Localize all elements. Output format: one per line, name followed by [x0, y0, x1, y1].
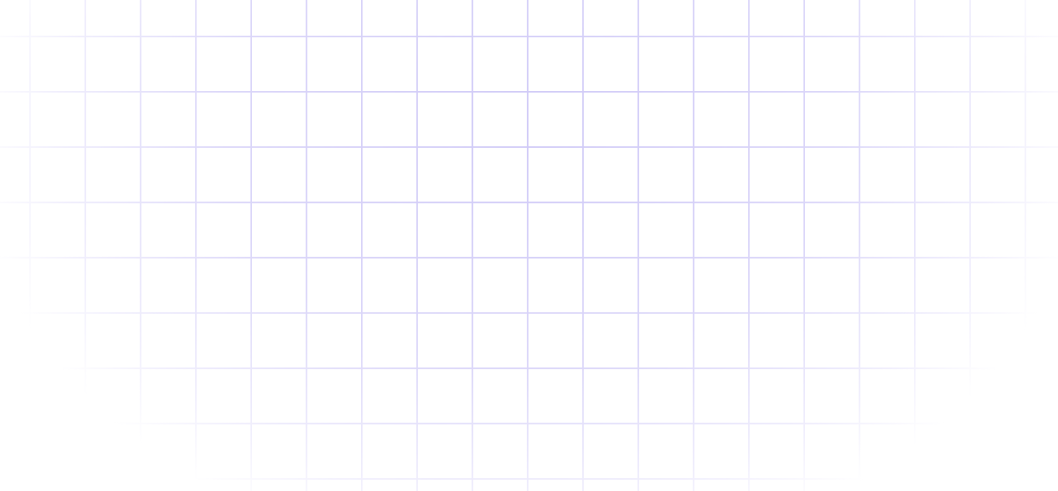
background-grid [0, 0, 1058, 491]
